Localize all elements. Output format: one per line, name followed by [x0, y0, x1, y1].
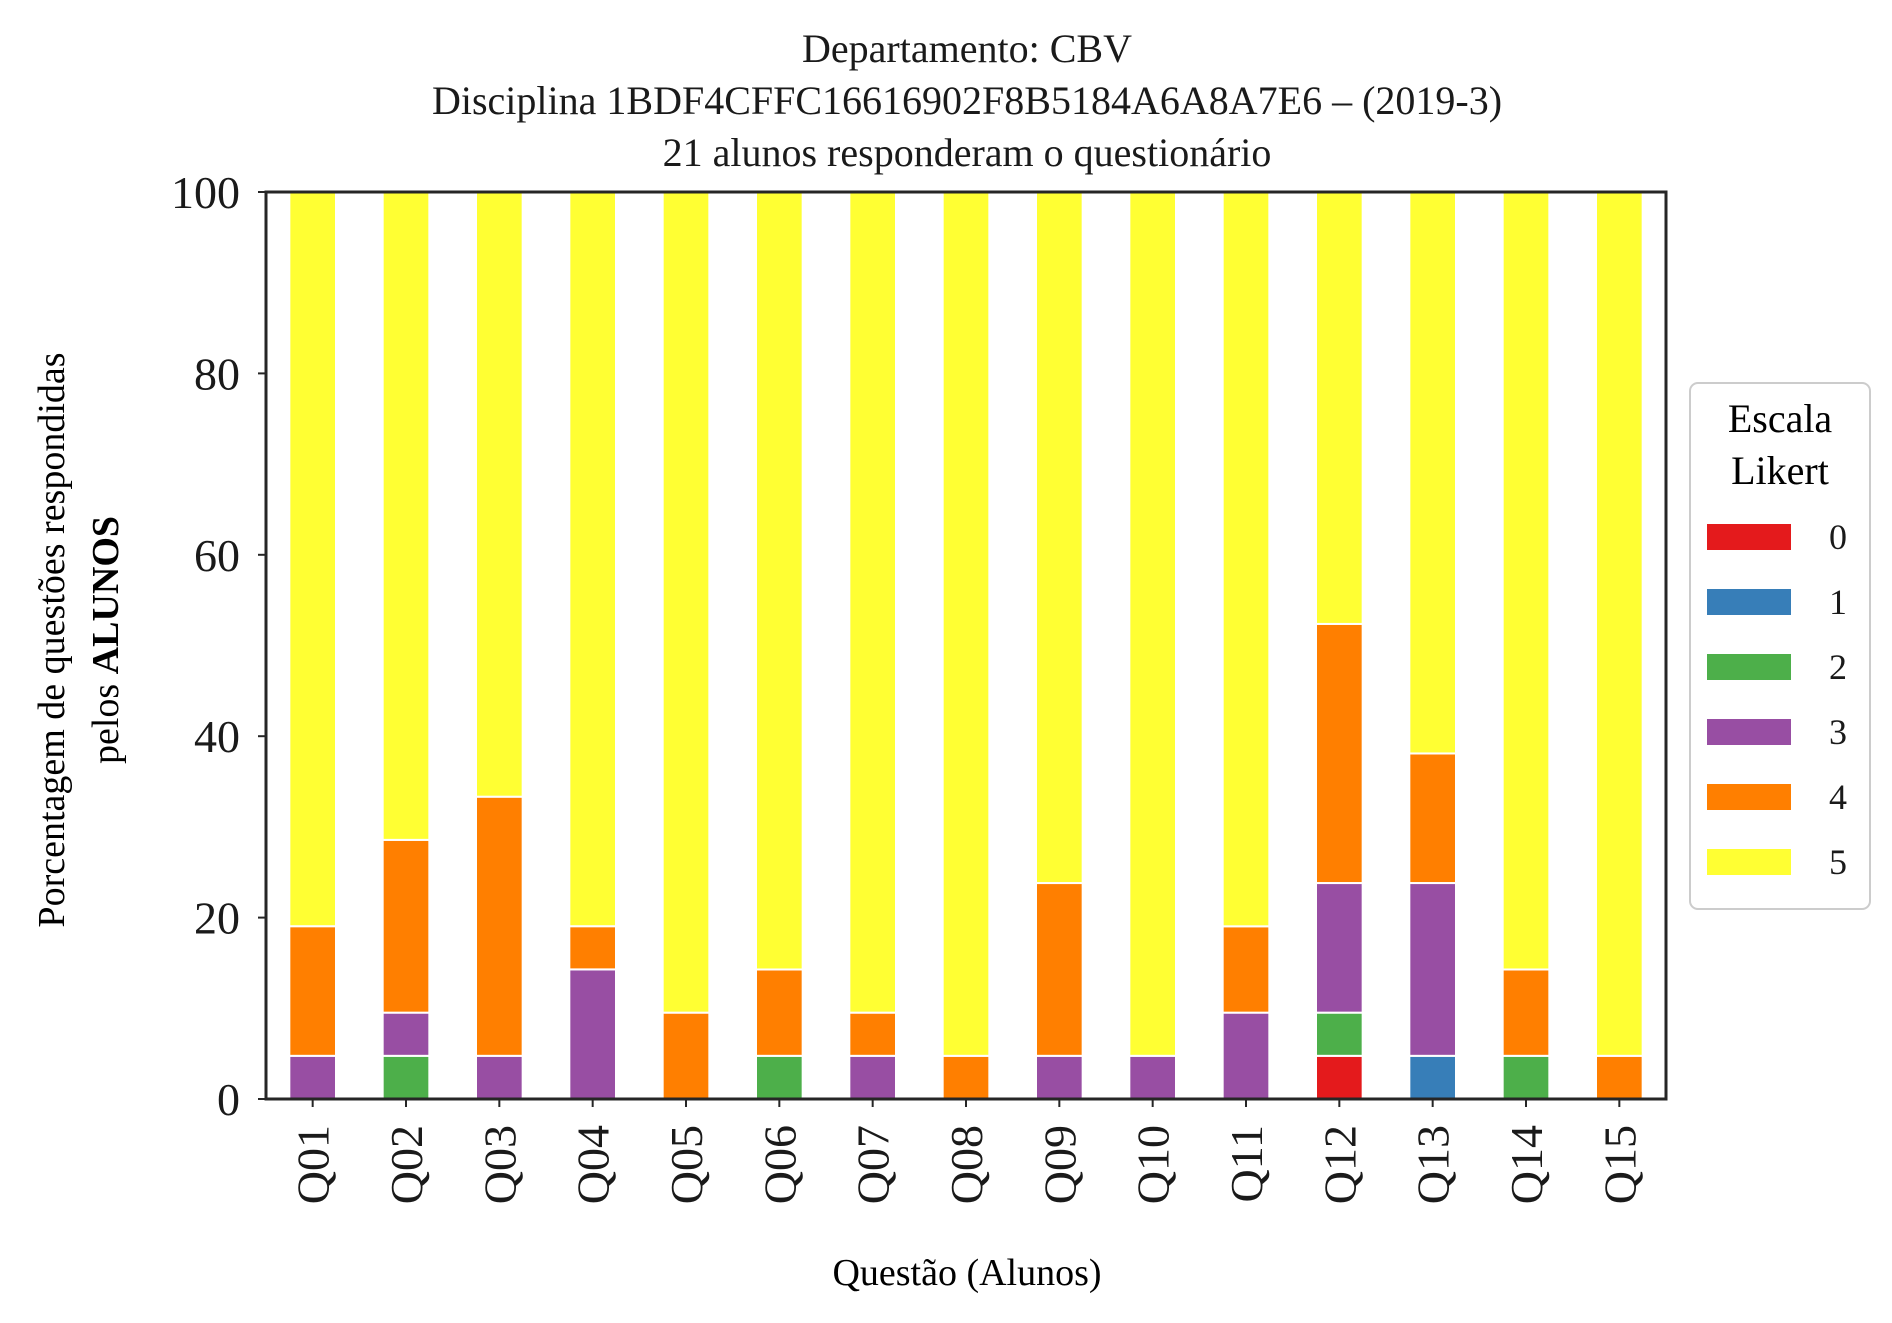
- y-tick-label: 100: [171, 167, 240, 218]
- y-tick-label: 20: [194, 893, 240, 944]
- bar-segment-q12-level-0: [1315, 1054, 1364, 1100]
- bar-segment-q13-level-3: [1408, 882, 1458, 1057]
- bar-segment-q14-level-2: [1501, 1054, 1551, 1100]
- y-axis-label-line-1: Porcentagem de questões respondidas: [31, 352, 73, 927]
- bar-segment-q01-level-3: [288, 1054, 338, 1100]
- x-tick-label-q09: Q09: [1034, 1125, 1085, 1204]
- legend: Escala Likert 0 1 2 3 4 5: [1689, 382, 1871, 910]
- bar-segment-q02-level-3: [381, 1011, 431, 1057]
- y-ticks: 0 20 40 60 80 100: [171, 167, 266, 1125]
- bar-segment-q15-level-4: [1595, 1054, 1644, 1100]
- y-tick-label: 0: [217, 1074, 240, 1125]
- y-tick-label: 60: [194, 530, 240, 581]
- bar-segment-q06-level-5: [755, 191, 804, 971]
- bar-segment-q06-level-4: [755, 968, 804, 1057]
- y-axis-label-prefix: pelos: [85, 674, 127, 764]
- chart-title: Departamento: CBV Disciplina 1BDF4CFFC16…: [432, 26, 1502, 175]
- x-ticks: Q01 Q02 Q03 Q04 Q05 Q06 Q07 Q08 Q09 Q10 Q11 Q12 Q13 Q…: [288, 1099, 1645, 1204]
- legend-swatch-1: [1707, 589, 1791, 615]
- bar-segment-q11-level-5: [1221, 191, 1271, 928]
- bar-segment-q03-level-4: [475, 795, 524, 1057]
- bar-segment-q05-level-4: [661, 1011, 711, 1101]
- legend-swatch-5: [1707, 849, 1791, 875]
- x-tick-label-q13: Q13: [1408, 1125, 1459, 1204]
- legend-swatch-0: [1707, 524, 1791, 550]
- bars-layer: [288, 191, 1644, 1101]
- bar-segment-q13-level-1: [1408, 1054, 1458, 1100]
- x-axis-label: Questão (Alunos): [832, 1252, 1101, 1294]
- legend-entries: 0 1 2 3 4 5: [1707, 517, 1847, 882]
- y-tick-label: 80: [194, 348, 240, 399]
- bar-segment-q13-level-4: [1408, 752, 1458, 885]
- x-tick-label-q05: Q05: [661, 1125, 712, 1204]
- bar-segment-q04-level-5: [568, 191, 617, 928]
- bar-segment-q03-level-5: [475, 191, 524, 798]
- title-line-2: Disciplina 1BDF4CFFC16616902F8B5184A6A8A…: [432, 78, 1502, 123]
- bar-segment-q12-level-2: [1315, 1011, 1364, 1057]
- title-line-3: 21 alunos responderam o questionário: [663, 130, 1272, 175]
- bar-segment-q02-level-5: [381, 191, 431, 841]
- bar-segment-q14-level-4: [1501, 968, 1551, 1057]
- bar-segment-q07-level-4: [848, 1011, 897, 1057]
- bar-segment-q01-level-5: [288, 191, 338, 928]
- bar-segment-q05-level-5: [661, 191, 711, 1014]
- bar-segment-q06-level-2: [755, 1054, 804, 1100]
- y-tick-label: 40: [194, 711, 240, 762]
- x-tick-label-q01: Q01: [288, 1125, 339, 1204]
- bar-segment-q14-level-5: [1501, 191, 1551, 971]
- bar-segment-q10-level-3: [1128, 1054, 1178, 1100]
- legend-box: [1689, 382, 1871, 910]
- x-tick-label-q04: Q04: [568, 1125, 619, 1204]
- x-tick-label-q02: Q02: [381, 1125, 432, 1204]
- bar-segment-q09-level-4: [1035, 882, 1084, 1057]
- bar-segment-q12-level-3: [1315, 882, 1364, 1014]
- title-line-1: Departamento: CBV: [802, 26, 1132, 71]
- legend-swatch-3: [1707, 719, 1791, 745]
- legend-label-3: 3: [1829, 712, 1847, 752]
- x-tick-label-q14: Q14: [1501, 1125, 1552, 1204]
- bar-segment-q07-level-3: [848, 1054, 897, 1100]
- legend-title-line-2: Likert: [1731, 448, 1829, 493]
- bar-segment-q13-level-5: [1408, 191, 1458, 755]
- bar-segment-q07-level-5: [848, 191, 897, 1014]
- legend-label-5: 5: [1829, 842, 1847, 882]
- y-axis-label-bold: ALUNOS: [85, 516, 127, 674]
- legend-label-1: 1: [1829, 582, 1847, 622]
- bar-segment-q04-level-4: [568, 925, 617, 971]
- bar-segment-q11-level-4: [1221, 925, 1271, 1014]
- bar-segment-q02-level-4: [381, 838, 431, 1014]
- bar-segment-q11-level-3: [1221, 1011, 1271, 1101]
- bar-segment-q01-level-4: [288, 925, 338, 1057]
- x-tick-label-q11: Q11: [1221, 1125, 1272, 1203]
- legend-label-4: 4: [1829, 777, 1847, 817]
- bar-segment-q09-level-5: [1035, 191, 1084, 885]
- bar-segment-q12-level-5: [1315, 191, 1364, 625]
- legend-label-0: 0: [1829, 517, 1847, 557]
- bar-segment-q02-level-2: [381, 1054, 431, 1100]
- bar-segment-q03-level-3: [475, 1054, 524, 1100]
- bar-segment-q08-level-5: [941, 191, 991, 1057]
- x-tick-label-q10: Q10: [1128, 1125, 1179, 1204]
- x-tick-label-q03: Q03: [474, 1125, 525, 1204]
- legend-swatch-2: [1707, 654, 1791, 680]
- bar-segment-q10-level-5: [1128, 191, 1178, 1057]
- legend-title-line-1: Escala: [1728, 396, 1833, 441]
- bar-segment-q08-level-4: [941, 1054, 991, 1100]
- plot-frame: [264, 190, 1668, 1101]
- bar-segment-q12-level-4: [1315, 622, 1364, 885]
- x-tick-label-q07: Q07: [848, 1125, 899, 1204]
- x-tick-label-q06: Q06: [754, 1125, 805, 1204]
- x-tick-label-q08: Q08: [941, 1125, 992, 1204]
- y-axis-label-line-2: pelos ALUNOS: [85, 516, 127, 764]
- bar-segment-q09-level-3: [1035, 1054, 1084, 1100]
- legend-swatch-4: [1707, 784, 1791, 810]
- x-tick-label-q15: Q15: [1594, 1125, 1645, 1204]
- legend-label-2: 2: [1829, 647, 1847, 687]
- bar-segment-q04-level-3: [568, 968, 617, 1101]
- bar-segment-q15-level-5: [1595, 191, 1644, 1057]
- x-tick-label-q12: Q12: [1314, 1125, 1365, 1204]
